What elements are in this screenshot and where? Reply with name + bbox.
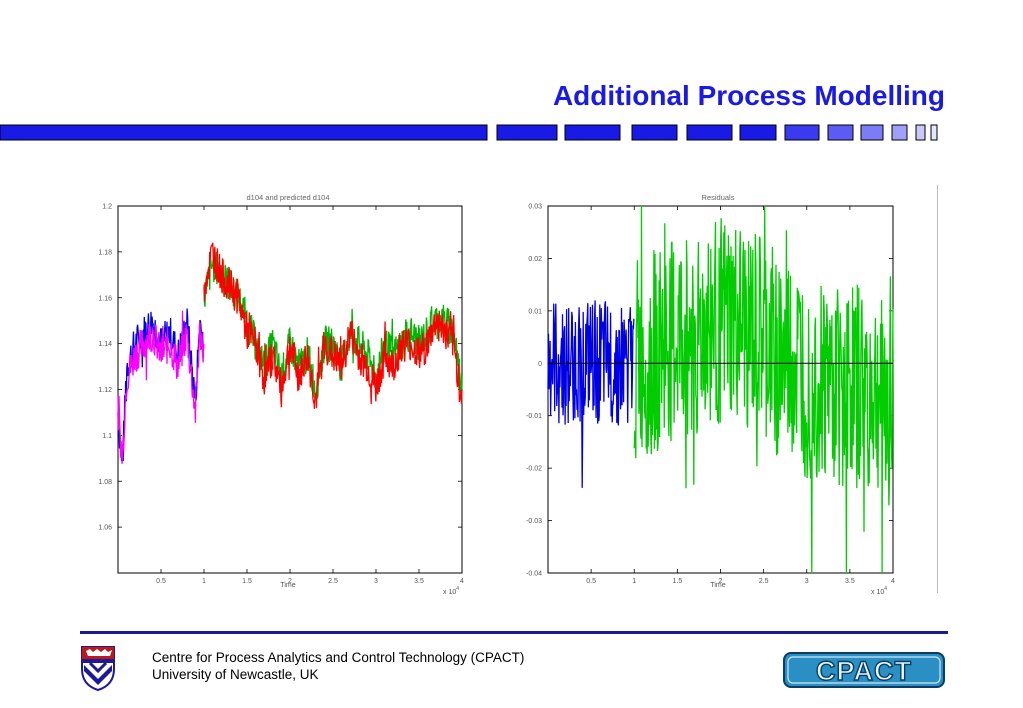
chart-title: Residuals xyxy=(702,193,735,202)
chart-residuals: Residuals 0.5 1 1.5 2 2.5 3 3.5 4 0.03 0.02 0.01 0 -… xyxy=(526,193,895,596)
header-bar xyxy=(784,124,820,141)
y-tick-label: 0.01 xyxy=(528,308,542,315)
header-bar xyxy=(496,124,558,141)
series-line xyxy=(117,310,205,464)
x-multiplier-label: x 104 xyxy=(871,586,887,596)
header-bar xyxy=(891,124,908,141)
x-tick-label: 0.5 xyxy=(586,578,596,585)
x-axis-label: Time xyxy=(280,582,295,589)
header-bar xyxy=(915,124,926,141)
x-tick-label: 1.5 xyxy=(242,578,252,585)
x-tick-label: 2.5 xyxy=(759,578,769,585)
y-tick-label: 1.2 xyxy=(102,204,112,211)
x-tick-label: 3 xyxy=(805,578,809,585)
x-tick-label: 1.5 xyxy=(673,578,683,585)
x-tick-label: 3 xyxy=(374,578,378,585)
slide-divider xyxy=(937,185,938,593)
x-tick-label: 1 xyxy=(632,578,636,585)
x-tick-label: 2 xyxy=(288,578,292,585)
y-tick-label: 0.03 xyxy=(528,204,542,211)
x-tick-label: 2 xyxy=(719,578,723,585)
y-tick-label: 1.08 xyxy=(98,479,112,486)
header-bar xyxy=(739,124,777,141)
x-tick-label: 4 xyxy=(891,578,895,585)
header-bar xyxy=(0,124,488,141)
slide-title: Additional Process Modelling xyxy=(552,80,945,111)
header-bar xyxy=(827,124,854,141)
chart-title: d104 and predicted d104 xyxy=(247,193,330,202)
x-tick-label: 0.5 xyxy=(156,578,166,585)
header-bar xyxy=(860,124,884,141)
header-bar xyxy=(686,124,733,141)
footer-text: Centre for Process Analytics and Control… xyxy=(152,649,524,683)
cpact-logo: CPACT xyxy=(783,652,945,688)
y-tick-label: -0.02 xyxy=(526,466,542,473)
y-tick-label: 1.06 xyxy=(98,525,112,532)
x-axis-label: Time xyxy=(710,582,725,589)
x-multiplier-label: x 104 xyxy=(443,586,459,596)
series-line xyxy=(633,205,894,574)
y-tick-label: 1.16 xyxy=(98,295,112,302)
x-tick-label: 3.5 xyxy=(414,578,424,585)
x-tick-label: 1 xyxy=(202,578,206,585)
y-tick-label: 1.12 xyxy=(98,387,112,394)
y-tick-label: 0 xyxy=(538,361,542,368)
footer-line-2: University of Newcastle, UK xyxy=(152,667,319,682)
x-tick-label: 4 xyxy=(460,578,464,585)
header-bar xyxy=(631,124,678,141)
footer-rule xyxy=(80,631,948,634)
chart-d104-predicted: d104 and predicted d104 0.5 1 1.5 2 2.5 3 3.5 4… xyxy=(98,193,464,596)
y-tick-label: 0.02 xyxy=(528,256,542,263)
x-tick-label: 3.5 xyxy=(845,578,855,585)
header-bar xyxy=(930,124,938,141)
y-tick-label: -0.01 xyxy=(526,413,542,420)
y-tick-label: 1.14 xyxy=(98,341,112,348)
header-decorative-bars xyxy=(0,124,938,141)
series-line xyxy=(547,300,635,488)
header-bar xyxy=(564,124,621,141)
footer-line-1: Centre for Process Analytics and Control… xyxy=(152,650,525,665)
y-tick-label: -0.03 xyxy=(526,518,542,525)
plot-frame xyxy=(117,205,463,574)
y-tick-label: 1.18 xyxy=(98,249,112,256)
x-tick-label: 2.5 xyxy=(328,578,338,585)
series-line xyxy=(203,242,463,409)
y-tick-label: 1.1 xyxy=(102,433,112,440)
y-tick-label: -0.04 xyxy=(526,571,542,578)
university-crest-icon xyxy=(81,646,115,691)
cpact-logo-text: CPACT xyxy=(816,656,912,686)
